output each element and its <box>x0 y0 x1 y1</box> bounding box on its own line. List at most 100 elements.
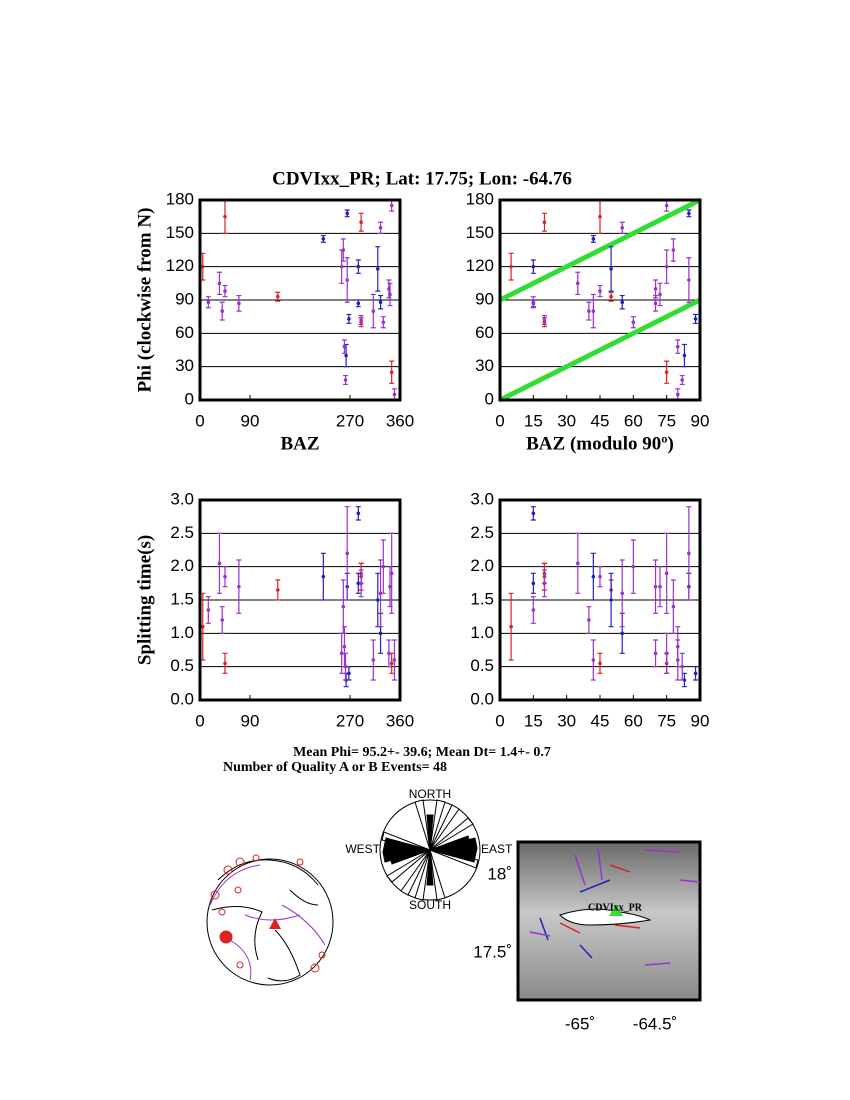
chart-title: CDVIxx_PR; Lat: 17.75; Lon: -64.76 <box>272 168 572 189</box>
data-point <box>620 300 625 305</box>
data-point <box>658 584 662 589</box>
data-point <box>388 292 392 297</box>
data-point <box>381 320 386 325</box>
split-bars <box>529 847 701 966</box>
data-point <box>345 211 350 216</box>
data-point <box>342 644 347 649</box>
data-point <box>693 317 698 321</box>
data-point <box>206 608 211 612</box>
data-point <box>591 658 596 662</box>
globe <box>206 854 334 986</box>
data-point <box>275 294 280 299</box>
data-point <box>217 561 222 566</box>
data-point <box>375 267 380 271</box>
y-tick-label: 1.5 <box>470 589 494 608</box>
event-markers <box>210 854 326 973</box>
x-tick-label: 360 <box>386 711 414 730</box>
y-tick-label: 180 <box>466 189 494 208</box>
data-point <box>598 214 602 219</box>
plot-frame <box>498 498 702 702</box>
y-tick-label: 0.0 <box>170 689 194 708</box>
data-point <box>389 661 394 666</box>
y-tick-label: 0.5 <box>170 656 194 675</box>
data-point <box>653 651 658 656</box>
plot-frame <box>198 498 402 702</box>
lat-label: 18˚ <box>487 864 512 883</box>
x-tick-label: 90 <box>691 411 710 430</box>
data-point <box>653 287 658 291</box>
y-tick-label: 60 <box>475 323 494 342</box>
data-point <box>664 651 669 656</box>
data-point <box>339 651 344 656</box>
data-point <box>609 294 613 299</box>
data-point <box>392 658 397 662</box>
reference-line <box>498 297 702 403</box>
data-point <box>345 551 350 556</box>
rose-diagram: NORTH WEST EAST SOUTH <box>345 787 513 912</box>
data-point <box>591 237 596 241</box>
data-point <box>200 264 205 269</box>
y-tick-label: 0.0 <box>470 689 494 708</box>
x-tick-label: 90 <box>691 711 710 730</box>
y-tick-label: 90 <box>175 289 194 308</box>
data-point <box>671 248 676 252</box>
y-tick-label: 3.0 <box>170 489 194 508</box>
data-point <box>371 658 376 662</box>
data-point <box>609 598 613 602</box>
data-point <box>347 317 351 321</box>
data-point <box>591 574 596 579</box>
rose-label: WEST <box>345 842 380 856</box>
globe-outline <box>206 858 334 986</box>
data-point <box>587 618 591 622</box>
x-tick-label: 60 <box>624 711 643 730</box>
data-point <box>598 661 602 666</box>
data-point <box>341 248 346 252</box>
data-point <box>375 598 380 602</box>
y-tick-label: 1.0 <box>170 623 194 642</box>
data-point <box>687 551 691 556</box>
plot-frame <box>498 198 702 402</box>
x-tick-label: 15 <box>524 711 543 730</box>
y-tick-label: 3.0 <box>470 489 494 508</box>
data-point <box>220 309 225 313</box>
y-tick-label: 0 <box>185 389 194 408</box>
y-tick-label: 0 <box>485 389 494 408</box>
data-point <box>682 353 687 358</box>
data-point <box>389 571 394 576</box>
data-point <box>378 225 383 230</box>
data-point <box>620 591 625 596</box>
data-point <box>620 631 625 636</box>
y-tick-label: 1.0 <box>470 623 494 642</box>
plot-frame <box>198 198 402 402</box>
x-tick-label: 270 <box>336 711 364 730</box>
y-tick-label: 120 <box>466 256 494 275</box>
station-marker <box>269 918 281 929</box>
data-point <box>237 301 241 306</box>
data-point <box>341 604 346 609</box>
x-tick-label: 90 <box>241 411 260 430</box>
plate-boundary <box>209 864 326 981</box>
x-tick-label: 45 <box>591 411 610 430</box>
x-tick-label: 0 <box>495 411 504 430</box>
station-map: CDVIxx_PR 18˚ 17.5˚ -65˚ -64.5˚ <box>473 840 702 1033</box>
data-point <box>675 344 680 349</box>
data-point <box>631 320 636 325</box>
stats-line: Mean Phi= 95.2+- 39.6; Mean Dt= 1.4+- 0.… <box>293 745 551 760</box>
y-tick-label: 2.5 <box>170 523 194 542</box>
data-point <box>381 564 386 569</box>
data-point <box>664 370 669 375</box>
rose-label: SOUTH <box>409 898 451 912</box>
data-point <box>237 584 241 589</box>
station-marker <box>609 904 623 916</box>
data-point <box>664 264 669 269</box>
y-tick-label: 30 <box>475 356 494 375</box>
data-point <box>344 353 348 358</box>
data-point <box>342 344 347 349</box>
data-point <box>356 581 361 586</box>
data-point <box>653 584 658 589</box>
y-tick-label: 1.5 <box>170 589 194 608</box>
data-point <box>687 278 691 282</box>
data-point <box>680 378 685 382</box>
y-tick-label: 2.0 <box>470 556 494 575</box>
